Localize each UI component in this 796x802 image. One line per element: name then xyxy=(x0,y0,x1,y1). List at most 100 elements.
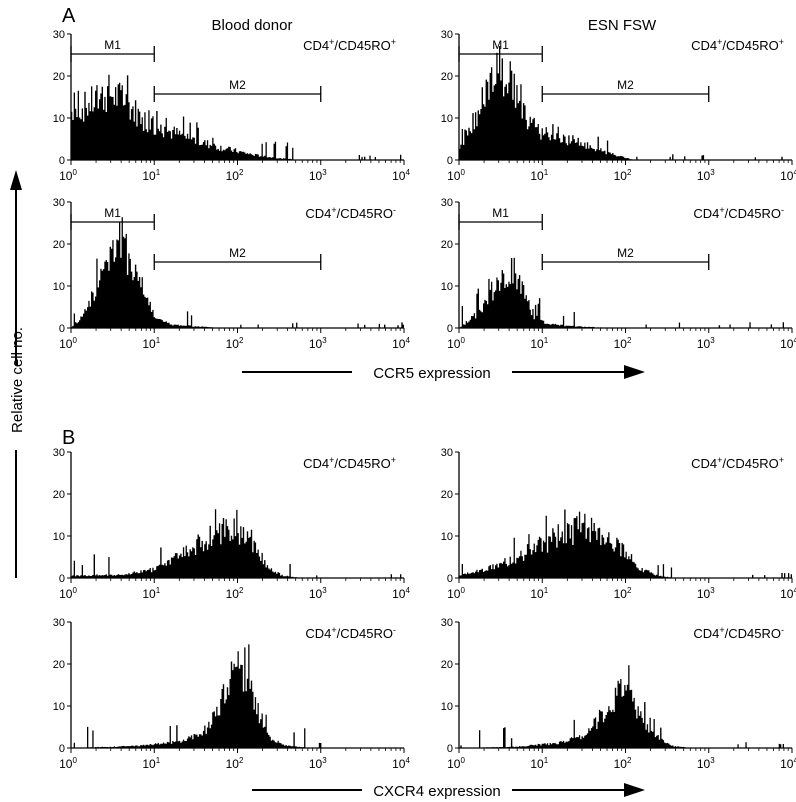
x-tick-label: 100 xyxy=(447,168,465,183)
histogram-panel-2: 0 10 20 30 100 101 102 103 104 M1 M2 CD4+/CD45RO+ xyxy=(441,29,796,183)
x-tick-label: 102 xyxy=(226,586,244,601)
population-label: CD4+/CD45RO- xyxy=(693,205,784,221)
y-tick-label: 0 xyxy=(447,155,453,167)
histogram-fill xyxy=(459,665,792,748)
y-tick-label: 20 xyxy=(53,659,65,671)
y-tick-label: 30 xyxy=(441,447,453,459)
population-label: CD4+/CD45RO+ xyxy=(691,455,784,471)
x-tick-label: 101 xyxy=(142,586,160,601)
population-label: CD4+/CD45RO+ xyxy=(303,37,396,53)
y-tick-label: 30 xyxy=(53,617,65,629)
x-tick-label: 103 xyxy=(309,336,327,351)
y-tick-label: 20 xyxy=(441,489,453,501)
histogram-fill xyxy=(71,644,404,748)
y-tick-label: 10 xyxy=(441,701,453,713)
gate-m2-label: M2 xyxy=(617,246,634,260)
x-tick-label: 104 xyxy=(780,168,796,183)
histogram-fill xyxy=(459,509,792,578)
y-tick-label: 0 xyxy=(59,743,65,755)
y-tick-label: 20 xyxy=(53,489,65,501)
y-tick-label: 0 xyxy=(59,323,65,335)
x-tick-label: 102 xyxy=(614,756,632,771)
histogram-panel-3: 0 10 20 30 100 101 102 103 104 M1 M2 CD4+/CD45RO- xyxy=(53,197,411,351)
y-arrow-head xyxy=(10,170,22,190)
x-tick-label: 100 xyxy=(447,586,465,601)
gate-m1-label: M1 xyxy=(104,38,121,52)
population-label: CD4+/CD45RO- xyxy=(305,625,396,641)
y-tick-label: 20 xyxy=(441,659,453,671)
gate-m1-label: M1 xyxy=(492,38,509,52)
x-tick-label: 104 xyxy=(392,168,410,183)
y-tick-label: 30 xyxy=(53,29,65,41)
x-arrow-label-ccr5: CCR5 expression xyxy=(242,365,645,382)
y-axis-label: Relative cell no. xyxy=(9,327,26,433)
section-letter-a: A xyxy=(62,5,76,27)
x-tick-label: 101 xyxy=(530,168,548,183)
x-tick-label: 101 xyxy=(142,336,160,351)
gate-m2-label: M2 xyxy=(617,78,634,92)
cxcr4-arrow-head xyxy=(624,783,645,797)
histogram-panel-5: 0 10 20 30 100 101 102 103 104 CD4+/CD45RO+ xyxy=(53,447,411,601)
y-tick-label: 10 xyxy=(441,531,453,543)
histogram-fill xyxy=(459,46,792,160)
x-tick-label: 103 xyxy=(309,168,327,183)
x-tick-label: 104 xyxy=(780,586,796,601)
y-tick-label: 10 xyxy=(53,701,65,713)
histogram-panel-8: 0 10 20 30 100 101 102 103 104 CD4+/CD45RO- xyxy=(441,617,796,771)
y-tick-label: 0 xyxy=(59,573,65,585)
x-tick-label: 104 xyxy=(392,586,410,601)
y-tick-label: 0 xyxy=(447,323,453,335)
y-tick-label: 10 xyxy=(441,281,453,293)
x-tick-label: 101 xyxy=(142,168,160,183)
column-header-esn-fsw: ESN FSW xyxy=(588,17,657,34)
x-tick-label: 103 xyxy=(697,168,715,183)
x-tick-label: 101 xyxy=(530,336,548,351)
x-tick-label: 103 xyxy=(309,586,327,601)
x-tick-label: 102 xyxy=(614,586,632,601)
y-tick-label: 30 xyxy=(441,197,453,209)
y-tick-label: 10 xyxy=(441,113,453,125)
x-tick-label: 103 xyxy=(697,756,715,771)
histogram-panel-4: 0 10 20 30 100 101 102 103 104 M1 M2 CD4+/CD45RO- xyxy=(441,197,796,351)
gate-m2-label: M2 xyxy=(229,78,246,92)
y-tick-label: 20 xyxy=(441,239,453,251)
gate-m1-label: M1 xyxy=(492,206,509,220)
x-tick-label: 100 xyxy=(447,756,465,771)
y-tick-label: 30 xyxy=(441,617,453,629)
histogram-panel-1: 0 10 20 30 100 101 102 103 104 M1 M2 CD4+/CD45RO+ xyxy=(53,29,411,183)
x-tick-label: 102 xyxy=(614,168,632,183)
gate-m1-label: M1 xyxy=(104,206,121,220)
x-tick-label: 101 xyxy=(530,586,548,601)
x-tick-label: 101 xyxy=(530,756,548,771)
x-tick-label: 101 xyxy=(142,756,160,771)
x-tick-label: 104 xyxy=(392,756,410,771)
x-tick-label: 100 xyxy=(59,756,77,771)
x-tick-label: 103 xyxy=(697,336,715,351)
y-tick-label: 10 xyxy=(53,281,65,293)
y-tick-label: 20 xyxy=(53,239,65,251)
y-tick-label: 0 xyxy=(447,573,453,585)
y-tick-label: 20 xyxy=(53,71,65,83)
x-tick-label: 104 xyxy=(780,336,796,351)
x-tick-label: 100 xyxy=(59,336,77,351)
histogram-panel-7: 0 10 20 30 100 101 102 103 104 CD4+/CD45RO- xyxy=(53,617,411,771)
population-label: CD4+/CD45RO- xyxy=(693,625,784,641)
histogram-fill xyxy=(71,217,404,328)
x-tick-label: 100 xyxy=(447,336,465,351)
x-tick-label: 104 xyxy=(392,336,410,351)
population-label: CD4+/CD45RO+ xyxy=(691,37,784,53)
histogram-fill xyxy=(459,257,792,328)
y-tick-label: 0 xyxy=(447,743,453,755)
y-tick-label: 10 xyxy=(53,113,65,125)
x-tick-label: 104 xyxy=(780,756,796,771)
y-tick-label: 30 xyxy=(53,197,65,209)
population-label: CD4+/CD45RO- xyxy=(305,205,396,221)
y-tick-label: 0 xyxy=(59,155,65,167)
x-tick-label: 102 xyxy=(226,756,244,771)
gate-m2-label: M2 xyxy=(229,246,246,260)
ccr5-expression-label: CCR5 expression xyxy=(373,365,491,382)
y-tick-label: 30 xyxy=(441,29,453,41)
column-header-blood-donor: Blood donor xyxy=(212,17,293,34)
x-tick-label: 103 xyxy=(697,586,715,601)
